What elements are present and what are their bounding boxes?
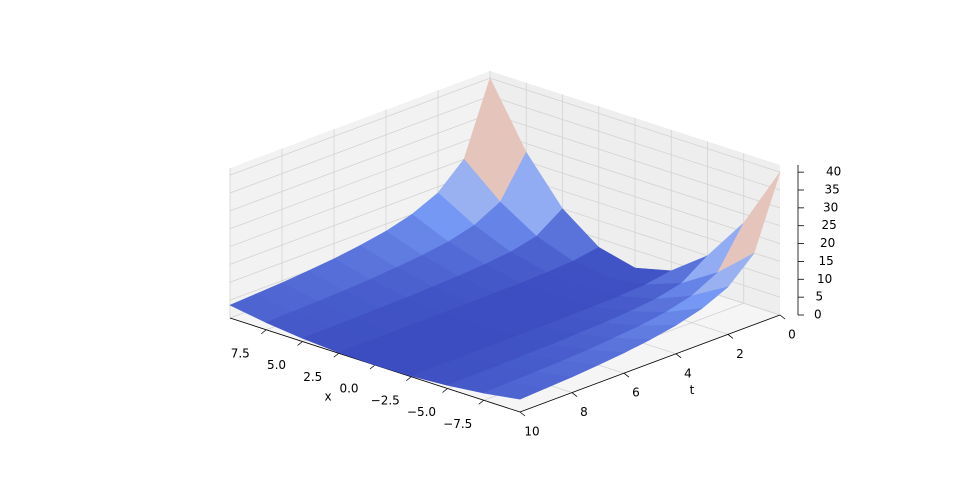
grid-line: [229, 77, 491, 176]
x-tick-label: −5.0: [407, 405, 436, 419]
tick-mark: [623, 372, 630, 378]
grid-line: [489, 149, 781, 244]
tick-mark: [727, 334, 734, 339]
tick-mark: [779, 314, 786, 320]
x-tick-label: 7.5: [231, 346, 250, 360]
tick-mark: [369, 364, 376, 370]
x-axis-label: x: [324, 390, 331, 404]
z-tick-label: 5: [816, 290, 824, 304]
grid-line: [489, 95, 781, 191]
grid-line: [489, 113, 781, 209]
z-tick-label: 20: [820, 236, 835, 250]
pane-left: [230, 71, 490, 318]
x-tick-label: 2.5: [303, 370, 322, 384]
tick-mark: [442, 388, 448, 393]
x-tick-label: 5.0: [267, 358, 286, 372]
y-tick-label: 0: [788, 328, 796, 342]
tick-mark: [478, 399, 484, 405]
grid-line: [489, 77, 781, 173]
tick-mark: [571, 392, 578, 397]
grid-line: [229, 95, 491, 194]
y-tick-label: 6: [632, 386, 640, 400]
tick-mark: [519, 411, 526, 417]
z-tick-label: 30: [823, 200, 838, 214]
y-tick-label: 4: [684, 366, 692, 380]
tick-mark: [333, 352, 339, 358]
y-tick-label: 2: [736, 347, 744, 361]
y-tick-label: 8: [580, 405, 588, 419]
grid-line: [229, 113, 491, 212]
x-tick-label: 0.0: [339, 382, 358, 396]
grid-line: [489, 131, 781, 227]
tick-mark: [406, 376, 412, 382]
x-tick-label: −2.5: [371, 393, 400, 407]
y-tick-label: 10: [524, 425, 539, 439]
z-tick-label: 0: [814, 308, 822, 322]
y-axis-line: [519, 314, 781, 413]
grid-line: [229, 131, 491, 230]
tick-mark: [297, 341, 303, 346]
x-tick-label: −7.5: [443, 417, 472, 431]
z-tick-label: 10: [817, 272, 832, 286]
surface-cell: [482, 382, 548, 400]
grid-line: [229, 149, 491, 247]
z-tick-label: 35: [825, 183, 840, 197]
z-tick-label: 25: [822, 218, 837, 232]
tick-mark: [261, 329, 267, 335]
tick-mark: [675, 353, 682, 359]
y-axis-label: t: [690, 383, 695, 397]
z-tick-label: 15: [819, 254, 834, 268]
z-tick-label: 40: [826, 165, 841, 179]
